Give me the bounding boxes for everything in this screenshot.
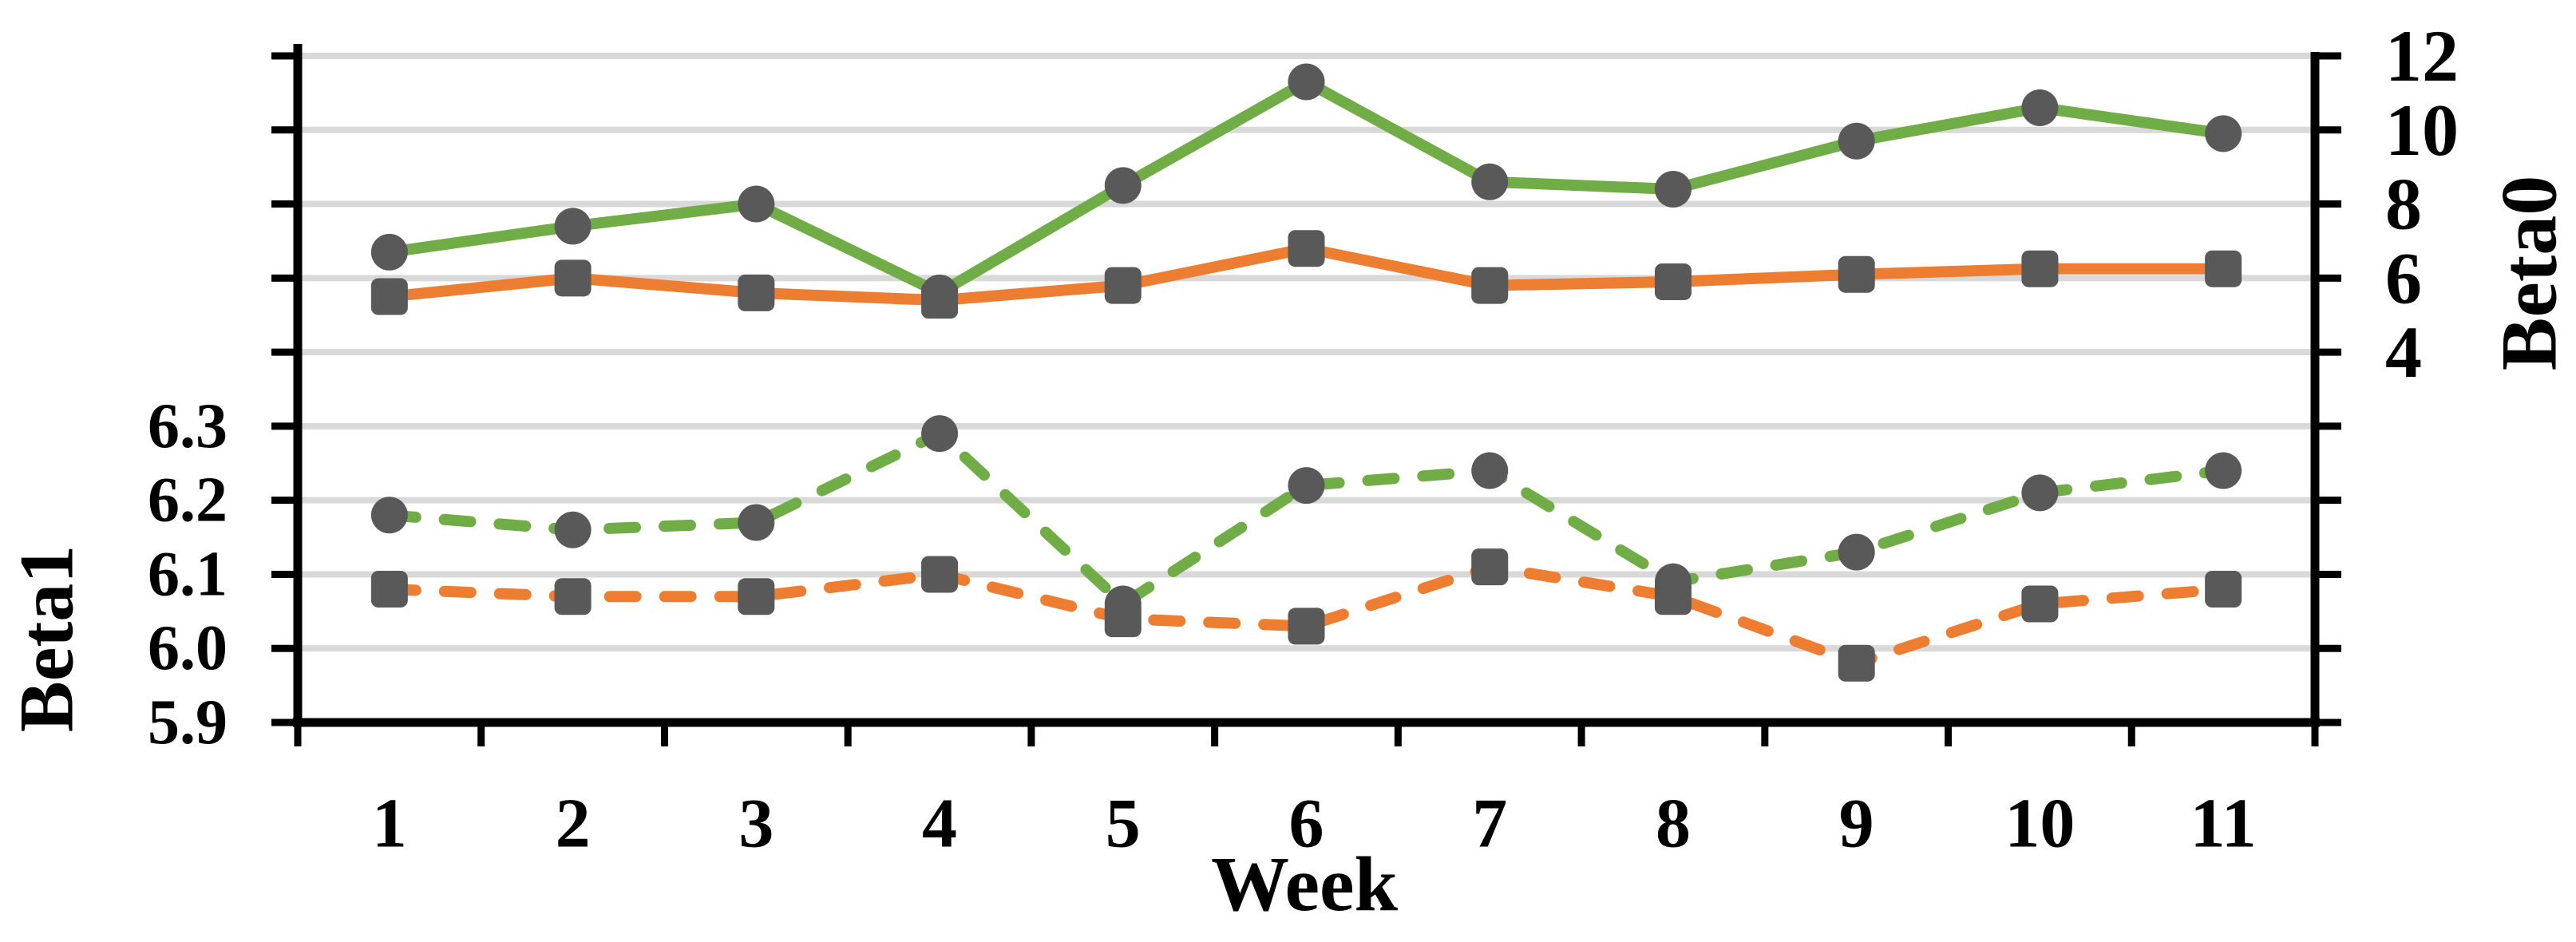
marker-square [370,278,408,315]
x-tick-label: 6 [1289,786,1324,863]
marker-square [1288,608,1325,645]
marker-square [2205,571,2242,608]
x-tick-label: 3 [738,786,774,863]
left-tick-label: 5.9 [148,687,228,758]
marker-circle [2205,115,2242,152]
marker-square [2021,250,2059,287]
gridlines-layer [298,53,2315,652]
marker-square [1104,600,1142,638]
x-tick-label: 9 [1839,786,1874,863]
marker-square [1838,255,1875,293]
right-tick-label: 10 [2385,89,2459,171]
x-tick-label: 7 [1472,786,1507,863]
marker-circle [1471,163,1509,200]
x-tick-label: 2 [556,786,591,863]
marker-circle [370,233,408,271]
marker-circle [1838,533,1875,571]
right-tick-label: 8 [2385,164,2422,245]
marker-circle [554,511,592,548]
x-tick-label: 1 [372,786,407,863]
marker-square [1288,230,1325,267]
marker-square [738,274,775,311]
x-axis-title: Week [1211,841,1399,928]
x-tick-label: 4 [922,786,957,863]
x-tick-label: 10 [2004,786,2075,863]
marker-circle [1288,467,1325,505]
x-tick-label: 11 [2190,786,2257,863]
marker-circle [738,504,775,541]
marker-circle [2021,89,2059,126]
marker-circle [1288,63,1325,101]
marker-circle [2205,452,2242,489]
marker-square [1471,267,1509,304]
marker-circle [2021,474,2059,512]
marker-circle [1471,452,1509,489]
series-line-dashed-circle [383,428,2230,610]
marker-square [554,259,592,297]
marker-square [1654,263,1692,300]
marker-square [1654,578,1692,615]
axes-layer [271,44,2341,746]
marker-circle [1104,167,1142,204]
left-tick-label: 6.2 [148,465,228,536]
marker-circle [370,497,408,534]
left-tick-label: 6.1 [148,539,228,609]
marker-square [2205,250,2242,287]
left-axis-title: Beta1 [4,545,89,733]
marker-circle [738,185,775,223]
marker-circle [554,208,592,245]
marker-circle [1654,171,1692,208]
right-tick-label: 12 [2385,15,2459,97]
marker-square [1838,644,1875,682]
x-tick-label: 8 [1656,786,1691,863]
marker-square [738,578,775,615]
right-axis-title: Beta0 [2485,176,2574,370]
marker-square [554,578,592,615]
marker-square [921,282,959,319]
right-tick-label: 6 [2385,237,2422,319]
right-tick-label: 4 [2385,311,2422,393]
left-tick-label: 6.3 [148,391,228,461]
series-layer [370,63,2242,682]
marker-circle [921,415,959,453]
marker-square [2021,585,2059,623]
marker-circle [1838,122,1875,160]
marker-square [370,571,408,608]
x-tick-label: 5 [1106,786,1141,863]
marker-square [1471,548,1509,586]
marker-square [921,556,959,593]
left-tick-label: 6.0 [148,613,228,683]
series-line-dashed-square [383,561,2230,669]
marker-square [1104,267,1142,304]
